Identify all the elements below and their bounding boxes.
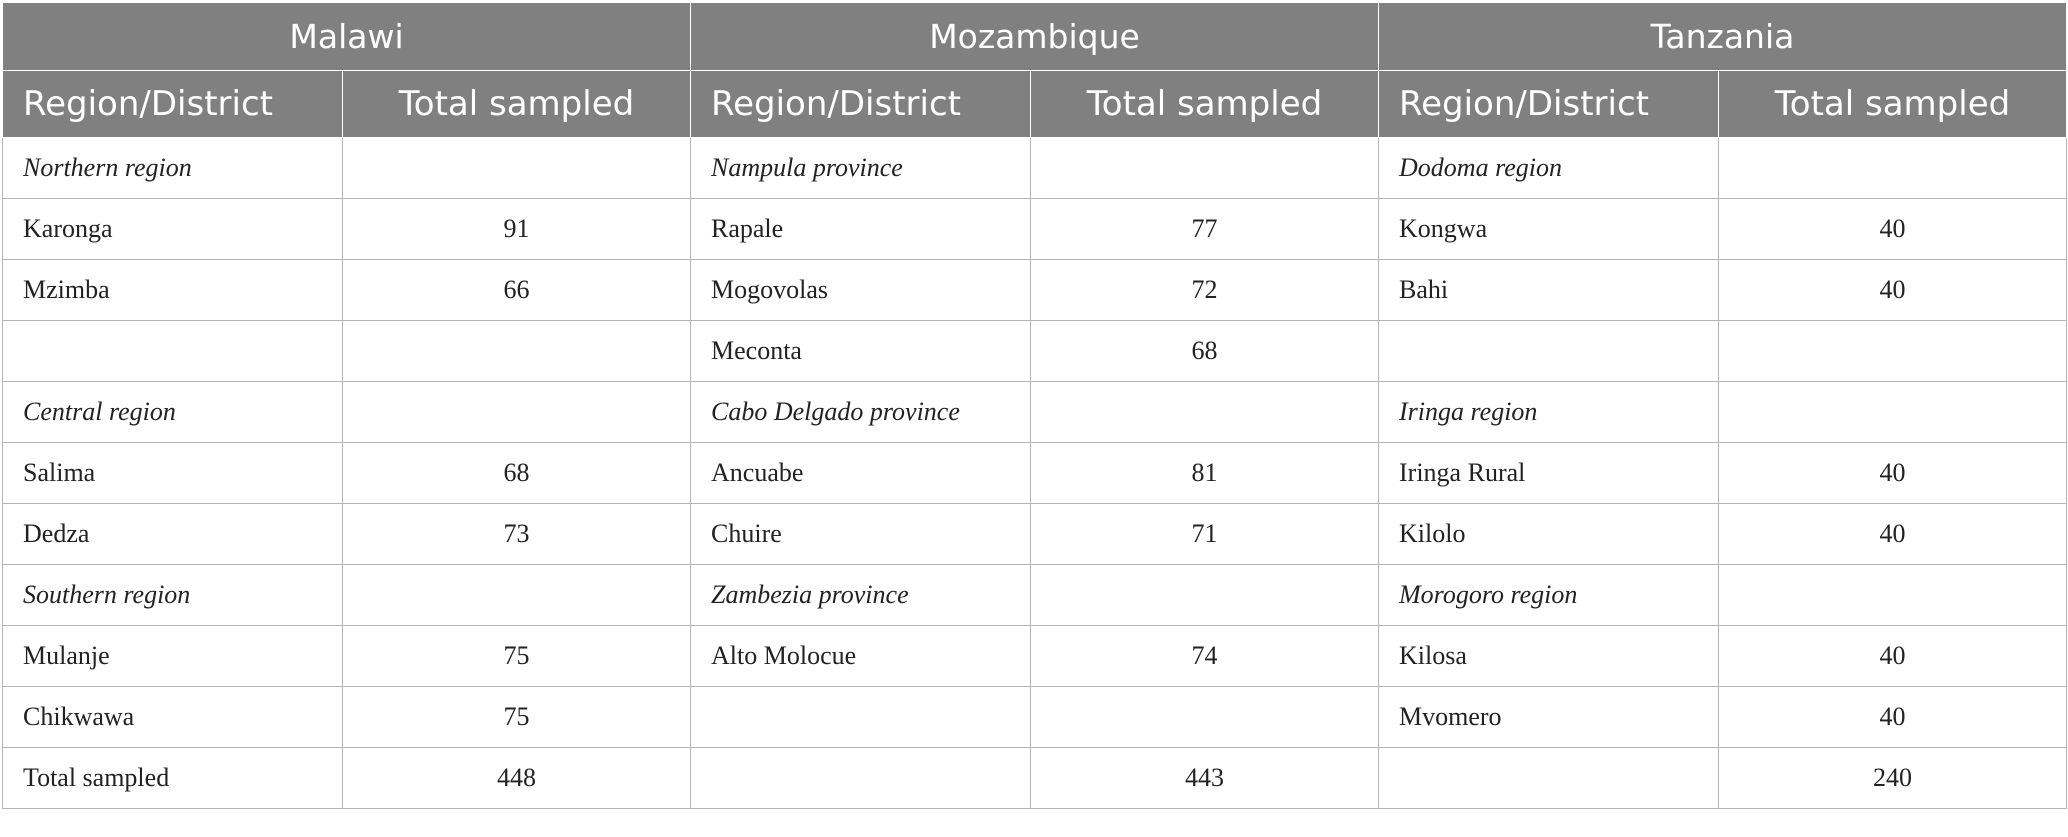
table-row: Southern region Zambezia province Morogoro… [2,564,2068,626]
district-cell: Kilosa [1378,625,1720,687]
total-sampled-cell [1029,564,1380,626]
total-sampled-cell: 448 [342,747,691,809]
total-sampled-cell: 40 [1718,503,2068,565]
district-cell [2,320,343,382]
total-sampled-cell: 77 [1029,198,1380,260]
total-sampled-cell: 73 [342,503,691,565]
table-row: Chikwawa 75 Mvomero 40 [2,686,2068,748]
table-row: Salima 68 Ancuabe 81 Iringa Rural 40 [2,442,2068,504]
table-row: Meconta 68 [2,320,2068,382]
region-group-cell: Iringa region [1378,381,1720,443]
region-group-cell: Dodoma region [1378,137,1720,199]
district-cell [690,747,1031,809]
district-cell: Mulanje [2,625,343,687]
district-cell: Mogovolas [690,259,1031,321]
column-header-region: Region/District [690,70,1031,138]
table-row: Total sampled 448 443 240 [2,747,2068,809]
table-row: Mzimba 66 Mogovolas 72 Bahi 40 [2,259,2068,321]
total-sampled-cell [342,137,691,199]
total-sampled-cell: 81 [1029,442,1380,504]
total-sampled-cell: 40 [1718,442,2068,504]
total-sampled-cell: 40 [1718,198,2068,260]
district-cell: Meconta [690,320,1031,382]
district-cell [690,686,1031,748]
total-sampled-cell: 443 [1029,747,1380,809]
district-cell: Kilolo [1378,503,1720,565]
total-sampled-cell [1718,564,2068,626]
district-cell [1378,320,1720,382]
district-cell: Iringa Rural [1378,442,1720,504]
column-header-region: Region/District [1378,70,1720,138]
total-sampled-cell [1718,381,2068,443]
total-sampled-cell: 66 [342,259,691,321]
table-row: Dedza 73 Chuire 71 Kilolo 40 [2,503,2068,565]
district-cell: Ancuabe [690,442,1031,504]
district-cell: Karonga [2,198,343,260]
district-cell: Chuire [690,503,1031,565]
total-sampled-cell: 75 [342,686,691,748]
column-header-total: Total sampled [342,70,691,138]
total-sampled-cell: 71 [1029,503,1380,565]
district-cell: Dedza [2,503,343,565]
district-cell: Total sampled [2,747,343,809]
sampling-table: Malawi Mozambique Tanzania Region/Distri… [2,2,2068,809]
column-header-total: Total sampled [1029,70,1380,138]
total-sampled-cell [1718,320,2068,382]
country-header-row: Malawi Mozambique Tanzania [2,2,2068,71]
total-sampled-cell: 40 [1718,259,2068,321]
total-sampled-cell: 75 [342,625,691,687]
district-cell [1378,747,1720,809]
country-header-tanzania: Tanzania [1378,2,2068,71]
district-cell: Bahi [1378,259,1720,321]
district-cell: Alto Molocue [690,625,1031,687]
table-row: Central region Cabo Delgado province Iring… [2,381,2068,443]
total-sampled-cell: 68 [1029,320,1380,382]
column-header-row: Region/District Total sampled Region/Dis… [2,70,2068,138]
total-sampled-cell: 91 [342,198,691,260]
district-cell: Kongwa [1378,198,1720,260]
region-group-cell: Morogoro region [1378,564,1720,626]
region-group-cell: Cabo Delgado province [690,381,1031,443]
region-group-cell: Zambezia province [690,564,1031,626]
region-group-cell: Northern region [2,137,343,199]
total-sampled-cell [342,564,691,626]
total-sampled-cell: 68 [342,442,691,504]
total-sampled-cell [1029,381,1380,443]
table-body: Northern region Nampula province Dodoma re… [2,137,2068,809]
district-cell: Mzimba [2,259,343,321]
region-group-cell: Southern region [2,564,343,626]
total-sampled-cell: 74 [1029,625,1380,687]
country-header-malawi: Malawi [2,2,691,71]
country-header-mozambique: Mozambique [689,2,1380,71]
table-row: Karonga 91 Rapale 77 Kongwa 40 [2,198,2068,260]
district-cell: Rapale [690,198,1031,260]
region-group-cell: Central region [2,381,343,443]
total-sampled-cell [1029,686,1380,748]
total-sampled-cell [1029,137,1380,199]
district-cell: Chikwawa [2,686,343,748]
total-sampled-cell: 40 [1718,686,2068,748]
table-row: Mulanje 75 Alto Molocue 74 Kilosa 40 [2,625,2068,687]
district-cell: Mvomero [1378,686,1720,748]
total-sampled-cell: 40 [1718,625,2068,687]
total-sampled-cell [342,320,691,382]
column-header-total: Total sampled [1718,70,2068,138]
table-row: Northern region Nampula province Dodoma re… [2,137,2068,199]
district-cell: Salima [2,442,343,504]
total-sampled-cell [1718,137,2068,199]
region-group-cell: Nampula province [690,137,1031,199]
column-header-region: Region/District [2,70,343,138]
total-sampled-cell [342,381,691,443]
total-sampled-cell: 72 [1029,259,1380,321]
table-header: Malawi Mozambique Tanzania Region/Distri… [2,2,2068,138]
total-sampled-cell: 240 [1718,747,2068,809]
